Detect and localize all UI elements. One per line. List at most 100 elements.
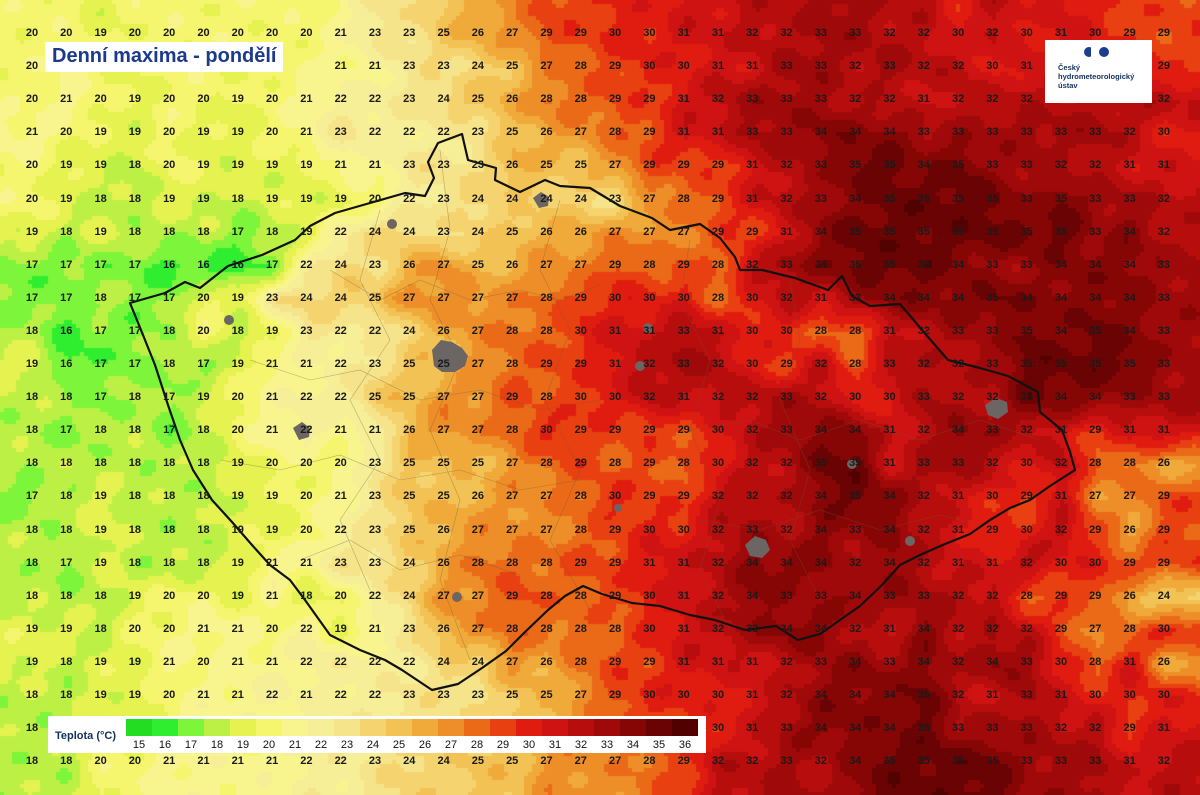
grid-temperature-value: 32 <box>1020 556 1033 569</box>
grid-temperature-value: 20 <box>25 192 39 205</box>
grid-temperature-value: 25 <box>506 126 519 139</box>
region-boundary <box>699 509 1001 531</box>
grid-temperature-value: 23 <box>334 126 347 139</box>
grid-temperature-value: 20 <box>25 93 39 106</box>
grid-temperature-value: 26 <box>1123 589 1136 602</box>
grid-temperature-value: 17 <box>94 324 107 337</box>
grid-temperature-value: 34 <box>849 755 862 768</box>
grid-temperature-value: 29 <box>1123 27 1136 39</box>
grid-temperature-value: 18 <box>163 225 176 238</box>
grid-temperature-value: 21 <box>265 655 279 668</box>
grid-temperature-value: 21 <box>265 589 279 602</box>
grid-temperature-value: 29 <box>1089 523 1102 536</box>
grid-temperature-value: 18 <box>163 358 176 370</box>
grid-temperature-value: 33 <box>986 324 999 337</box>
city-marker-jihlava <box>614 504 622 512</box>
grid-temperature-value: 24 <box>334 258 347 271</box>
grid-temperature-value: 35 <box>1123 358 1136 370</box>
grid-temperature-value: 32 <box>780 655 793 668</box>
grid-temperature-value: 18 <box>60 225 73 238</box>
grid-temperature-value: 19 <box>94 689 107 701</box>
legend-value: 20 <box>262 739 276 751</box>
grid-temperature-value: 18 <box>300 589 313 602</box>
grid-temperature-value: 32 <box>951 391 965 404</box>
legend-value: 17 <box>184 739 198 751</box>
grid-temperature-value: 34 <box>1123 225 1136 238</box>
grid-temperature-value: 35 <box>1020 391 1033 404</box>
grid-temperature-value: 29 <box>986 523 999 536</box>
grid-temperature-value: 32 <box>1020 93 1033 106</box>
grid-temperature-value: 29 <box>1089 424 1102 437</box>
grid-temperature-value: 32 <box>643 391 656 404</box>
grid-temperature-value: 31 <box>951 556 965 569</box>
grid-temperature-value: 27 <box>506 291 519 304</box>
grid-temperature-value: 34 <box>1054 324 1068 337</box>
grid-temperature-value: 17 <box>25 258 39 271</box>
grid-temperature-value: 19 <box>300 192 313 205</box>
grid-temperature-value: 34 <box>746 589 759 602</box>
grid-temperature-value: 19 <box>94 126 107 139</box>
grid-temperature-value: 24 <box>1157 589 1171 602</box>
grid-temperature-value: 22 <box>368 126 382 139</box>
grid-temperature-value: 33 <box>1020 258 1033 271</box>
legend-swatch <box>152 719 178 736</box>
grid-temperature-value: 21 <box>368 622 382 635</box>
grid-temperature-value: 30 <box>1123 689 1136 701</box>
grid-temperature-value: 20 <box>163 159 176 172</box>
grid-temperature-value: 27 <box>540 490 553 503</box>
grid-temperature-value: 30 <box>677 689 690 701</box>
grid-temperature-value: 33 <box>1089 225 1102 238</box>
grid-temperature-value: 18 <box>60 655 73 668</box>
grid-temperature-value: 35 <box>917 258 930 271</box>
grid-temperature-value: 32 <box>711 556 725 569</box>
grid-temperature-value: 17 <box>60 258 73 271</box>
grid-temperature-value: 32 <box>711 93 725 106</box>
grid-temperature-value: 30 <box>1157 126 1171 139</box>
grid-temperature-value: 33 <box>780 258 793 271</box>
grid-temperature-value: 30 <box>540 424 553 437</box>
legend-value: 27 <box>444 739 458 751</box>
grid-temperature-value: 21 <box>334 490 347 503</box>
grid-temperature-value: 33 <box>1089 192 1102 205</box>
legend-value: 15 <box>132 739 146 751</box>
legend-entry: 18 <box>204 719 230 752</box>
grid-temperature-value: 28 <box>711 291 725 304</box>
grid-temperature-value: 32 <box>917 60 930 73</box>
grid-temperature-value: 22 <box>368 324 382 337</box>
grid-temperature-value: 31 <box>917 93 930 106</box>
grid-temperature-value: 21 <box>300 93 313 106</box>
grid-temperature-value: 24 <box>437 655 450 668</box>
grid-temperature-value: 20 <box>265 126 279 139</box>
grid-temperature-value: 34 <box>883 126 896 139</box>
legend-swatch <box>594 719 620 736</box>
grid-temperature-value: 24 <box>437 755 450 768</box>
grid-temperature-value: 20 <box>163 622 176 635</box>
grid-temperature-value: 34 <box>917 622 930 635</box>
grid-temperature-value: 30 <box>1089 556 1102 569</box>
grid-temperature-value: 21 <box>368 424 382 437</box>
grid-temperature-value: 19 <box>60 159 73 172</box>
grid-temperature-value: 30 <box>1157 622 1171 635</box>
grid-temperature-value: 31 <box>1157 159 1171 172</box>
grid-temperature-value: 28 <box>574 655 587 668</box>
grid-temperature-value: 25 <box>403 457 416 470</box>
grid-temperature-value: 32 <box>917 27 930 39</box>
grid-temperature-value: 24 <box>300 291 313 304</box>
grid-temperature-value: 27 <box>643 192 656 205</box>
grid-temperature-value: 35 <box>917 689 930 701</box>
grid-temperature-value: 32 <box>1054 159 1068 172</box>
grid-temperature-value: 30 <box>1020 457 1033 470</box>
grid-temperature-value: 32 <box>746 258 759 271</box>
grid-temperature-value: 29 <box>1054 622 1068 635</box>
grid-temperature-value: 30 <box>643 622 656 635</box>
region-boundary <box>689 419 1041 441</box>
grid-temperature-value: 24 <box>368 225 382 238</box>
grid-temperature-value: 18 <box>163 556 176 569</box>
grid-temperature-value: 20 <box>265 457 279 470</box>
grid-temperature-value: 32 <box>951 622 965 635</box>
map-title-box: Denní maxima - pondělí <box>45 42 284 72</box>
grid-temperature-value: 28 <box>574 523 587 536</box>
grid-temperature-value: 19 <box>265 192 279 205</box>
grid-temperature-value: 35 <box>849 258 862 271</box>
grid-temperature-value: 34 <box>917 159 930 172</box>
